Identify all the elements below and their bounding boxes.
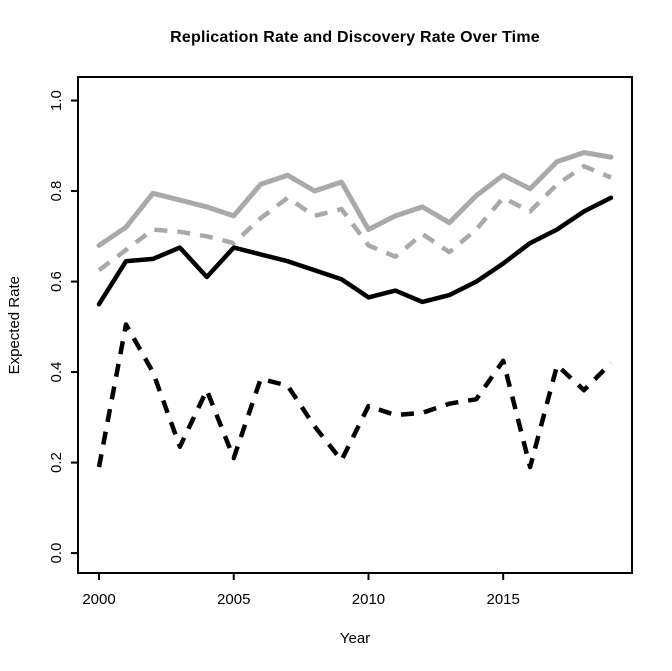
chart-title: Replication Rate and Discovery Rate Over… — [170, 29, 540, 46]
plot-box — [77, 76, 633, 574]
y-tick-label: 0.4 — [48, 362, 65, 383]
y-tick-label: 0.8 — [48, 181, 65, 202]
x-tick-label: 2010 — [352, 591, 385, 608]
x-tick-label: 2005 — [217, 591, 250, 608]
series-black-solid-line — [96, 195, 614, 307]
x-tick-label: 2000 — [82, 591, 115, 608]
x-tick-label: 2015 — [487, 591, 520, 608]
y-tick-label: 0.0 — [48, 543, 65, 564]
series-gray-dashed-line — [97, 163, 612, 272]
series-black-dashed-line — [96, 322, 613, 470]
y-tick-label: 0.2 — [48, 452, 65, 473]
y-tick-label: 1.0 — [48, 90, 65, 111]
series-gray-solid-line — [96, 150, 614, 248]
x-axis-title: Year — [339, 630, 371, 647]
y-tick-label: 0.6 — [48, 271, 65, 292]
